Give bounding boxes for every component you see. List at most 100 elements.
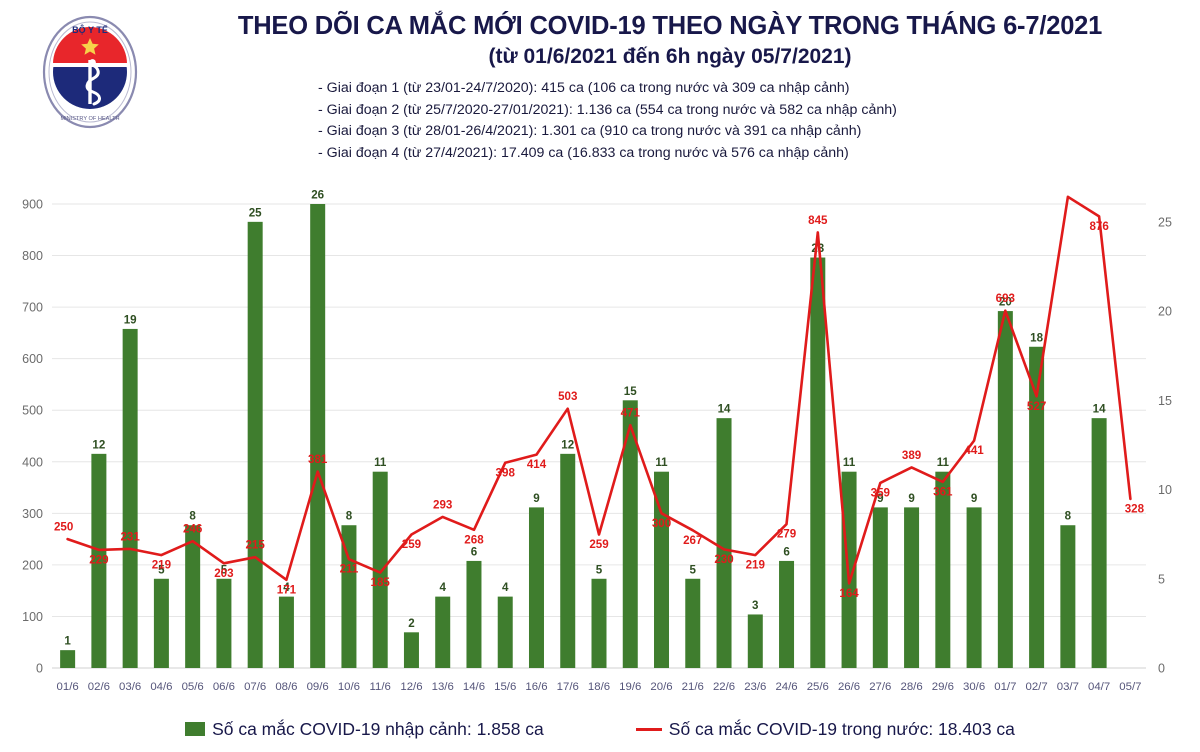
bar-29-6[interactable] bbox=[935, 471, 951, 668]
bar-19-6[interactable] bbox=[622, 400, 638, 668]
x-axis-tick-12-6: 12/6 bbox=[400, 681, 422, 693]
bar-28-6[interactable] bbox=[904, 507, 920, 668]
svg-text:BỘ Y TẾ: BỘ Y TẾ bbox=[72, 24, 108, 35]
x-axis-tick-05-7: 05/7 bbox=[1119, 681, 1141, 693]
x-axis-tick-23-6: 23/6 bbox=[744, 681, 766, 693]
bar-value-label: 12 bbox=[561, 438, 574, 451]
bar-value-label: 19 bbox=[124, 313, 137, 326]
chart-legend: Số ca mắc COVID-19 nhập cảnh: 1.858 ca S… bbox=[0, 706, 1200, 752]
bar-12-6[interactable] bbox=[403, 632, 419, 668]
legend-bar-swatch-icon bbox=[185, 722, 206, 736]
page-title: THEO DÕI CA MẮC MỚI COVID-19 THEO NGÀY T… bbox=[237, 12, 1103, 40]
x-axis-tick-01-7: 01/7 bbox=[994, 681, 1016, 693]
line-value-label: 441 bbox=[964, 444, 984, 457]
legend-item-imported[interactable]: Số ca mắc COVID-19 nhập cảnh: 1.858 ca bbox=[185, 719, 544, 740]
bar-value-label: 11 bbox=[655, 456, 668, 469]
bar-18-6[interactable] bbox=[591, 578, 607, 668]
bar-03-7[interactable] bbox=[1060, 525, 1076, 668]
line-value-label: 185 bbox=[371, 576, 391, 589]
bar-01-6[interactable] bbox=[60, 650, 76, 668]
bar-value-label: 11 bbox=[374, 456, 387, 469]
left-axis-tick: 600 bbox=[22, 352, 43, 366]
bar-24-6[interactable] bbox=[779, 560, 795, 668]
page-subtitle: (từ 01/6/2021 đến 6h ngày 05/7/2021) bbox=[488, 45, 852, 68]
bar-04-7[interactable] bbox=[1091, 418, 1107, 668]
bar-02-6[interactable] bbox=[91, 453, 107, 668]
bar-value-label: 25 bbox=[249, 206, 262, 219]
bar-value-label: 4 bbox=[283, 581, 290, 594]
x-axis-tick-08-6: 08/6 bbox=[275, 681, 297, 693]
bar-value-label: 9 bbox=[971, 492, 978, 505]
chart-header: BỘ Y TẾ MINISTRY OF HEALTH THEO DÕI CA M… bbox=[0, 0, 1200, 190]
bar-13-6[interactable] bbox=[435, 596, 451, 668]
bar-09-6[interactable] bbox=[310, 204, 326, 668]
line-value-label: 259 bbox=[589, 538, 609, 551]
line-value-label: 164 bbox=[839, 587, 859, 600]
line-value-labels: 2502292312192462032151713812111852592932… bbox=[54, 190, 1145, 600]
bar-value-label: 6 bbox=[471, 545, 478, 558]
bar-20-6[interactable] bbox=[654, 471, 670, 668]
line-value-label: 229 bbox=[89, 553, 109, 566]
legend-item-domestic[interactable]: Số ca mắc COVID-19 trong nước: 18.403 ca bbox=[635, 718, 1015, 740]
bar-value-label: 8 bbox=[1065, 510, 1072, 523]
line-value-label: 300 bbox=[652, 517, 671, 530]
line-value-label: 693 bbox=[996, 292, 1016, 305]
line-value-label: 246 bbox=[183, 523, 203, 536]
x-axis-tick-01-6: 01/6 bbox=[57, 681, 79, 693]
svg-text:MINISTRY OF HEALTH: MINISTRY OF HEALTH bbox=[60, 116, 119, 122]
x-axis-tick-06-6: 06/6 bbox=[213, 681, 235, 693]
line-value-label: 398 bbox=[496, 466, 516, 479]
line-value-label: 471 bbox=[621, 407, 641, 420]
bar-27-6[interactable] bbox=[872, 507, 888, 668]
bar-value-label: 14 bbox=[718, 403, 731, 416]
left-axis-tick: 200 bbox=[22, 558, 43, 572]
domestic-cases-line[interactable] bbox=[66, 195, 1132, 585]
bar-25-6[interactable] bbox=[810, 257, 826, 668]
bar-07-6[interactable] bbox=[247, 221, 263, 668]
bar-17-6[interactable] bbox=[560, 453, 576, 668]
x-axis-tick-07-6: 07/6 bbox=[244, 681, 266, 693]
bar-16-6[interactable] bbox=[528, 507, 544, 668]
line-value-label: 914 bbox=[1058, 190, 1078, 191]
x-axis-tick-02-6: 02/6 bbox=[88, 681, 110, 693]
legend-line-swatch-icon bbox=[635, 727, 662, 731]
bar-value-label: 4 bbox=[502, 581, 509, 594]
legend-line-label: Số ca mắc COVID-19 trong nước: 18.403 ca bbox=[668, 718, 1015, 739]
line-value-label: 279 bbox=[777, 528, 797, 541]
bar-21-6[interactable] bbox=[685, 578, 701, 668]
line-value-label: 250 bbox=[54, 521, 73, 534]
x-axis-tick-19-6: 19/6 bbox=[619, 681, 641, 693]
bar-15-6[interactable] bbox=[497, 596, 513, 668]
legend-bar-label: Số ca mắc COVID-19 nhập cảnh: 1.858 ca bbox=[212, 718, 544, 739]
bar-06-6[interactable] bbox=[216, 578, 232, 668]
bar-02-7[interactable] bbox=[1029, 346, 1045, 668]
bar-05-6[interactable] bbox=[185, 525, 201, 668]
right-axis-tick: 0 bbox=[1158, 662, 1165, 676]
bar-14-6[interactable] bbox=[466, 560, 482, 668]
bar-03-6[interactable] bbox=[122, 328, 138, 668]
right-axis-tick: 15 bbox=[1158, 394, 1172, 408]
line-value-label: 527 bbox=[1027, 400, 1046, 413]
right-axis-tick: 25 bbox=[1158, 215, 1172, 229]
line-value-label: 389 bbox=[902, 449, 922, 462]
bar-11-6[interactable] bbox=[372, 471, 388, 668]
x-axis-tick-04-6: 04/6 bbox=[150, 681, 172, 693]
bar-22-6[interactable] bbox=[716, 418, 732, 668]
bar-23-6[interactable] bbox=[747, 614, 763, 668]
bar-value-label: 8 bbox=[346, 510, 353, 523]
bar-value-label: 9 bbox=[908, 492, 915, 505]
bar-value-label: 15 bbox=[624, 385, 637, 398]
bar-08-6[interactable] bbox=[278, 596, 294, 668]
bar-value-label: 9 bbox=[533, 492, 540, 505]
right-axis-tick: 10 bbox=[1158, 483, 1172, 497]
x-axis-tick-16-6: 16/6 bbox=[525, 681, 547, 693]
bar-04-6[interactable] bbox=[153, 578, 169, 668]
x-axis-tick-18-6: 18/6 bbox=[588, 681, 610, 693]
x-axis-tick-28-6: 28/6 bbox=[900, 681, 922, 693]
bar-value-label: 6 bbox=[783, 545, 790, 558]
bar-01-7[interactable] bbox=[997, 311, 1013, 668]
line-value-label: 328 bbox=[1125, 502, 1145, 515]
line-value-label: 503 bbox=[558, 390, 578, 403]
left-axis-tick: 300 bbox=[22, 507, 43, 521]
bar-30-6[interactable] bbox=[966, 507, 982, 668]
